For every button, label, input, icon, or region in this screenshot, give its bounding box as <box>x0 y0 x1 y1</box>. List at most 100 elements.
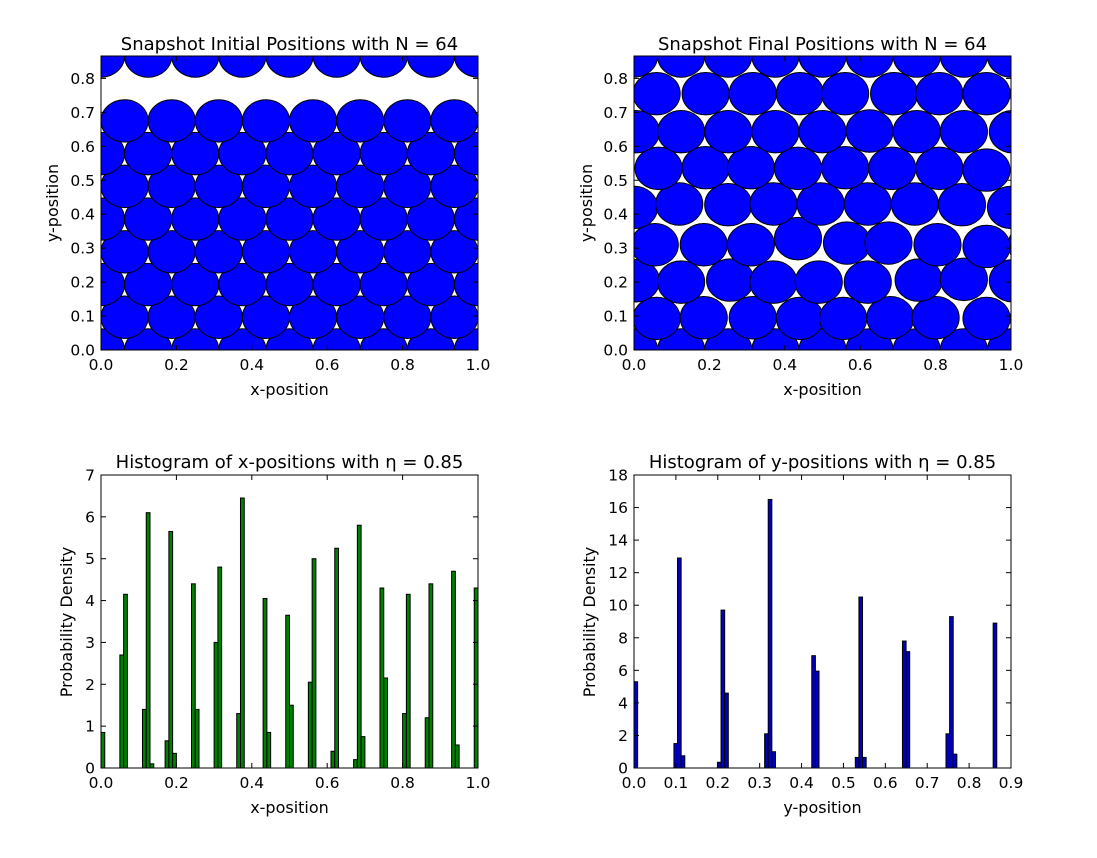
y-tick-label: 5 <box>85 550 95 568</box>
histogram-bar <box>424 717 430 768</box>
disk-marker <box>634 146 683 191</box>
disk-marker <box>330 0 377 7</box>
disk-marker <box>962 296 1011 341</box>
disk-marker <box>1057 224 1097 266</box>
disk-marker <box>1057 3 1097 45</box>
disk-marker <box>384 394 431 436</box>
disk-marker <box>1012 147 1059 189</box>
disk-marker <box>518 553 565 595</box>
disk-marker <box>939 257 988 302</box>
disk-marker <box>679 223 728 267</box>
x-tick-label: 0.8 <box>390 356 415 374</box>
disk-marker <box>492 441 539 483</box>
disk-marker <box>549 35 596 77</box>
disk-marker <box>667 394 714 436</box>
y-tick-label: 0.5 <box>603 172 628 190</box>
x-tick-label: 1.0 <box>999 356 1024 374</box>
disk-marker <box>502 557 549 599</box>
histogram-bar <box>383 677 389 768</box>
disk-marker <box>0 492 30 534</box>
y-tick-label: 0.8 <box>603 70 628 88</box>
disk-marker <box>657 56 706 78</box>
disk-marker <box>634 56 659 78</box>
disk-marker <box>281 404 328 446</box>
disk-marker <box>7 525 54 567</box>
disk-marker <box>612 404 659 446</box>
histogram-bar <box>194 708 200 768</box>
y-tick-label: 0.0 <box>70 342 95 360</box>
disk-marker <box>502 492 549 534</box>
disk-marker <box>1082 110 1097 152</box>
disk-marker <box>535 591 582 633</box>
chart-title: Histogram of y-positions with η = 0.85 <box>649 452 996 473</box>
histogram-bar <box>145 512 151 768</box>
disk-marker <box>572 2 619 44</box>
x-axis-label: x-position <box>250 380 329 399</box>
disk-marker <box>0 2 7 44</box>
disk-marker <box>502 35 549 77</box>
disk-marker <box>172 0 219 12</box>
plot-frame <box>633 55 1012 351</box>
disk-marker <box>707 0 754 7</box>
disk-marker <box>516 404 563 446</box>
x-histogram-panel: Histogram of x-positions with η = 0.85 x… <box>57 452 490 817</box>
disk-marker <box>525 296 572 338</box>
disk-marker <box>7 459 54 501</box>
disk-marker <box>514 183 561 225</box>
disk-marker <box>915 71 964 116</box>
disk-marker <box>0 0 30 12</box>
disk-marker <box>0 590 7 632</box>
disk-marker <box>799 404 846 446</box>
disk-marker <box>360 0 407 12</box>
disk-marker <box>502 132 549 174</box>
disk-marker <box>525 590 572 632</box>
histogram-bar <box>858 596 864 768</box>
disk-marker <box>375 404 422 446</box>
disk-marker <box>749 260 798 304</box>
disk-marker <box>864 221 913 265</box>
disk-marker <box>690 0 737 12</box>
disk-marker <box>657 109 706 154</box>
histogram-bar <box>213 641 219 768</box>
disk-marker <box>634 223 679 267</box>
disk-marker <box>148 394 195 436</box>
histogram-bar <box>172 752 177 768</box>
disk-marker <box>535 297 582 339</box>
histogram-bar <box>119 654 125 768</box>
disk-marker <box>218 56 267 78</box>
x-tick-label: 0.4 <box>239 774 264 792</box>
y-tick-label: 0.7 <box>603 104 628 122</box>
disk-marker <box>843 182 892 226</box>
disk-marker <box>406 56 455 78</box>
disk-marker <box>798 109 847 154</box>
disk-marker <box>893 404 940 446</box>
disk-marker <box>7 590 54 632</box>
y-histogram-panel: Histogram of y-positions with η = 0.85 y… <box>580 452 1023 817</box>
disk-marker <box>219 0 266 12</box>
x-tick-label: 0.6 <box>315 774 340 792</box>
x-axis-label: x-position <box>783 380 862 399</box>
disk-marker <box>808 394 855 436</box>
disk-marker <box>328 404 375 446</box>
histogram-bar <box>634 681 639 768</box>
disk-marker <box>1035 555 1082 597</box>
x-tick-label: 0.6 <box>315 356 340 374</box>
x-tick-label: 0.2 <box>164 774 189 792</box>
disk-marker <box>773 216 823 261</box>
disk-marker <box>0 100 7 142</box>
histogram-bar <box>451 570 456 768</box>
disk-marker <box>488 222 535 264</box>
disk-marker <box>101 394 148 436</box>
disk-marker <box>1010 3 1057 45</box>
disk-marker <box>490 3 537 45</box>
x-tick-label: 0.4 <box>239 356 264 374</box>
disk-marker <box>1057 297 1097 339</box>
disk-marker <box>596 426 643 468</box>
disk-marker <box>679 296 728 340</box>
x-tick-label: 0.6 <box>873 774 898 792</box>
x-tick-label: 0.2 <box>697 356 722 374</box>
disk-marker <box>125 0 172 12</box>
disk-marker <box>751 56 800 78</box>
disk-marker <box>773 146 823 191</box>
disk-marker <box>430 164 478 209</box>
